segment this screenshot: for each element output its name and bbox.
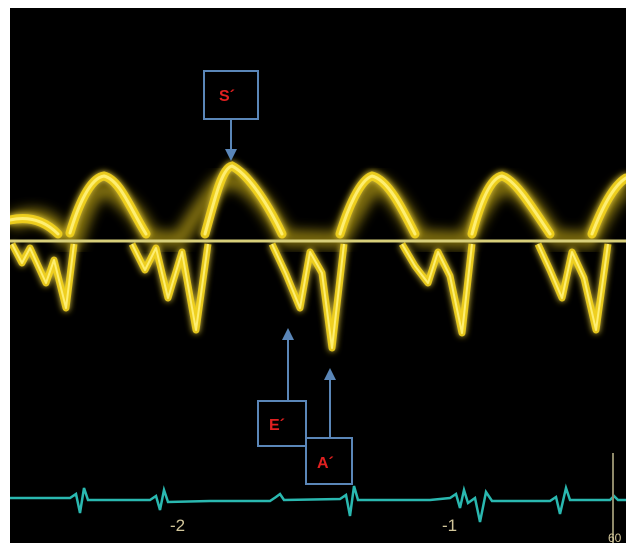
- doppler-waveform-negative: [10, 242, 612, 352]
- a-prime-box: [305, 437, 353, 485]
- axis-tick-neg2: -2: [170, 516, 185, 535]
- e-prime-label: E´: [269, 417, 285, 434]
- s-prime-arrow-head: [225, 149, 237, 161]
- doppler-spectrum-view: -2 -1 60 S´ E´ A´: [10, 70, 626, 543]
- e-prime-arrow-head: [282, 328, 294, 340]
- a-prime-arrow-head: [324, 368, 336, 380]
- axis-tick-neg1: -1: [442, 516, 457, 535]
- ecg-trace: [10, 483, 626, 523]
- a-prime-label: A´: [317, 455, 334, 472]
- doppler-waveform-positive: [10, 161, 626, 239]
- s-prime-label: S´: [219, 88, 235, 105]
- corner-text: 60: [608, 531, 622, 543]
- e-prime-box: [257, 400, 307, 447]
- tissue-doppler-screen: -2 -1 60 S´ E´ A´: [10, 8, 626, 543]
